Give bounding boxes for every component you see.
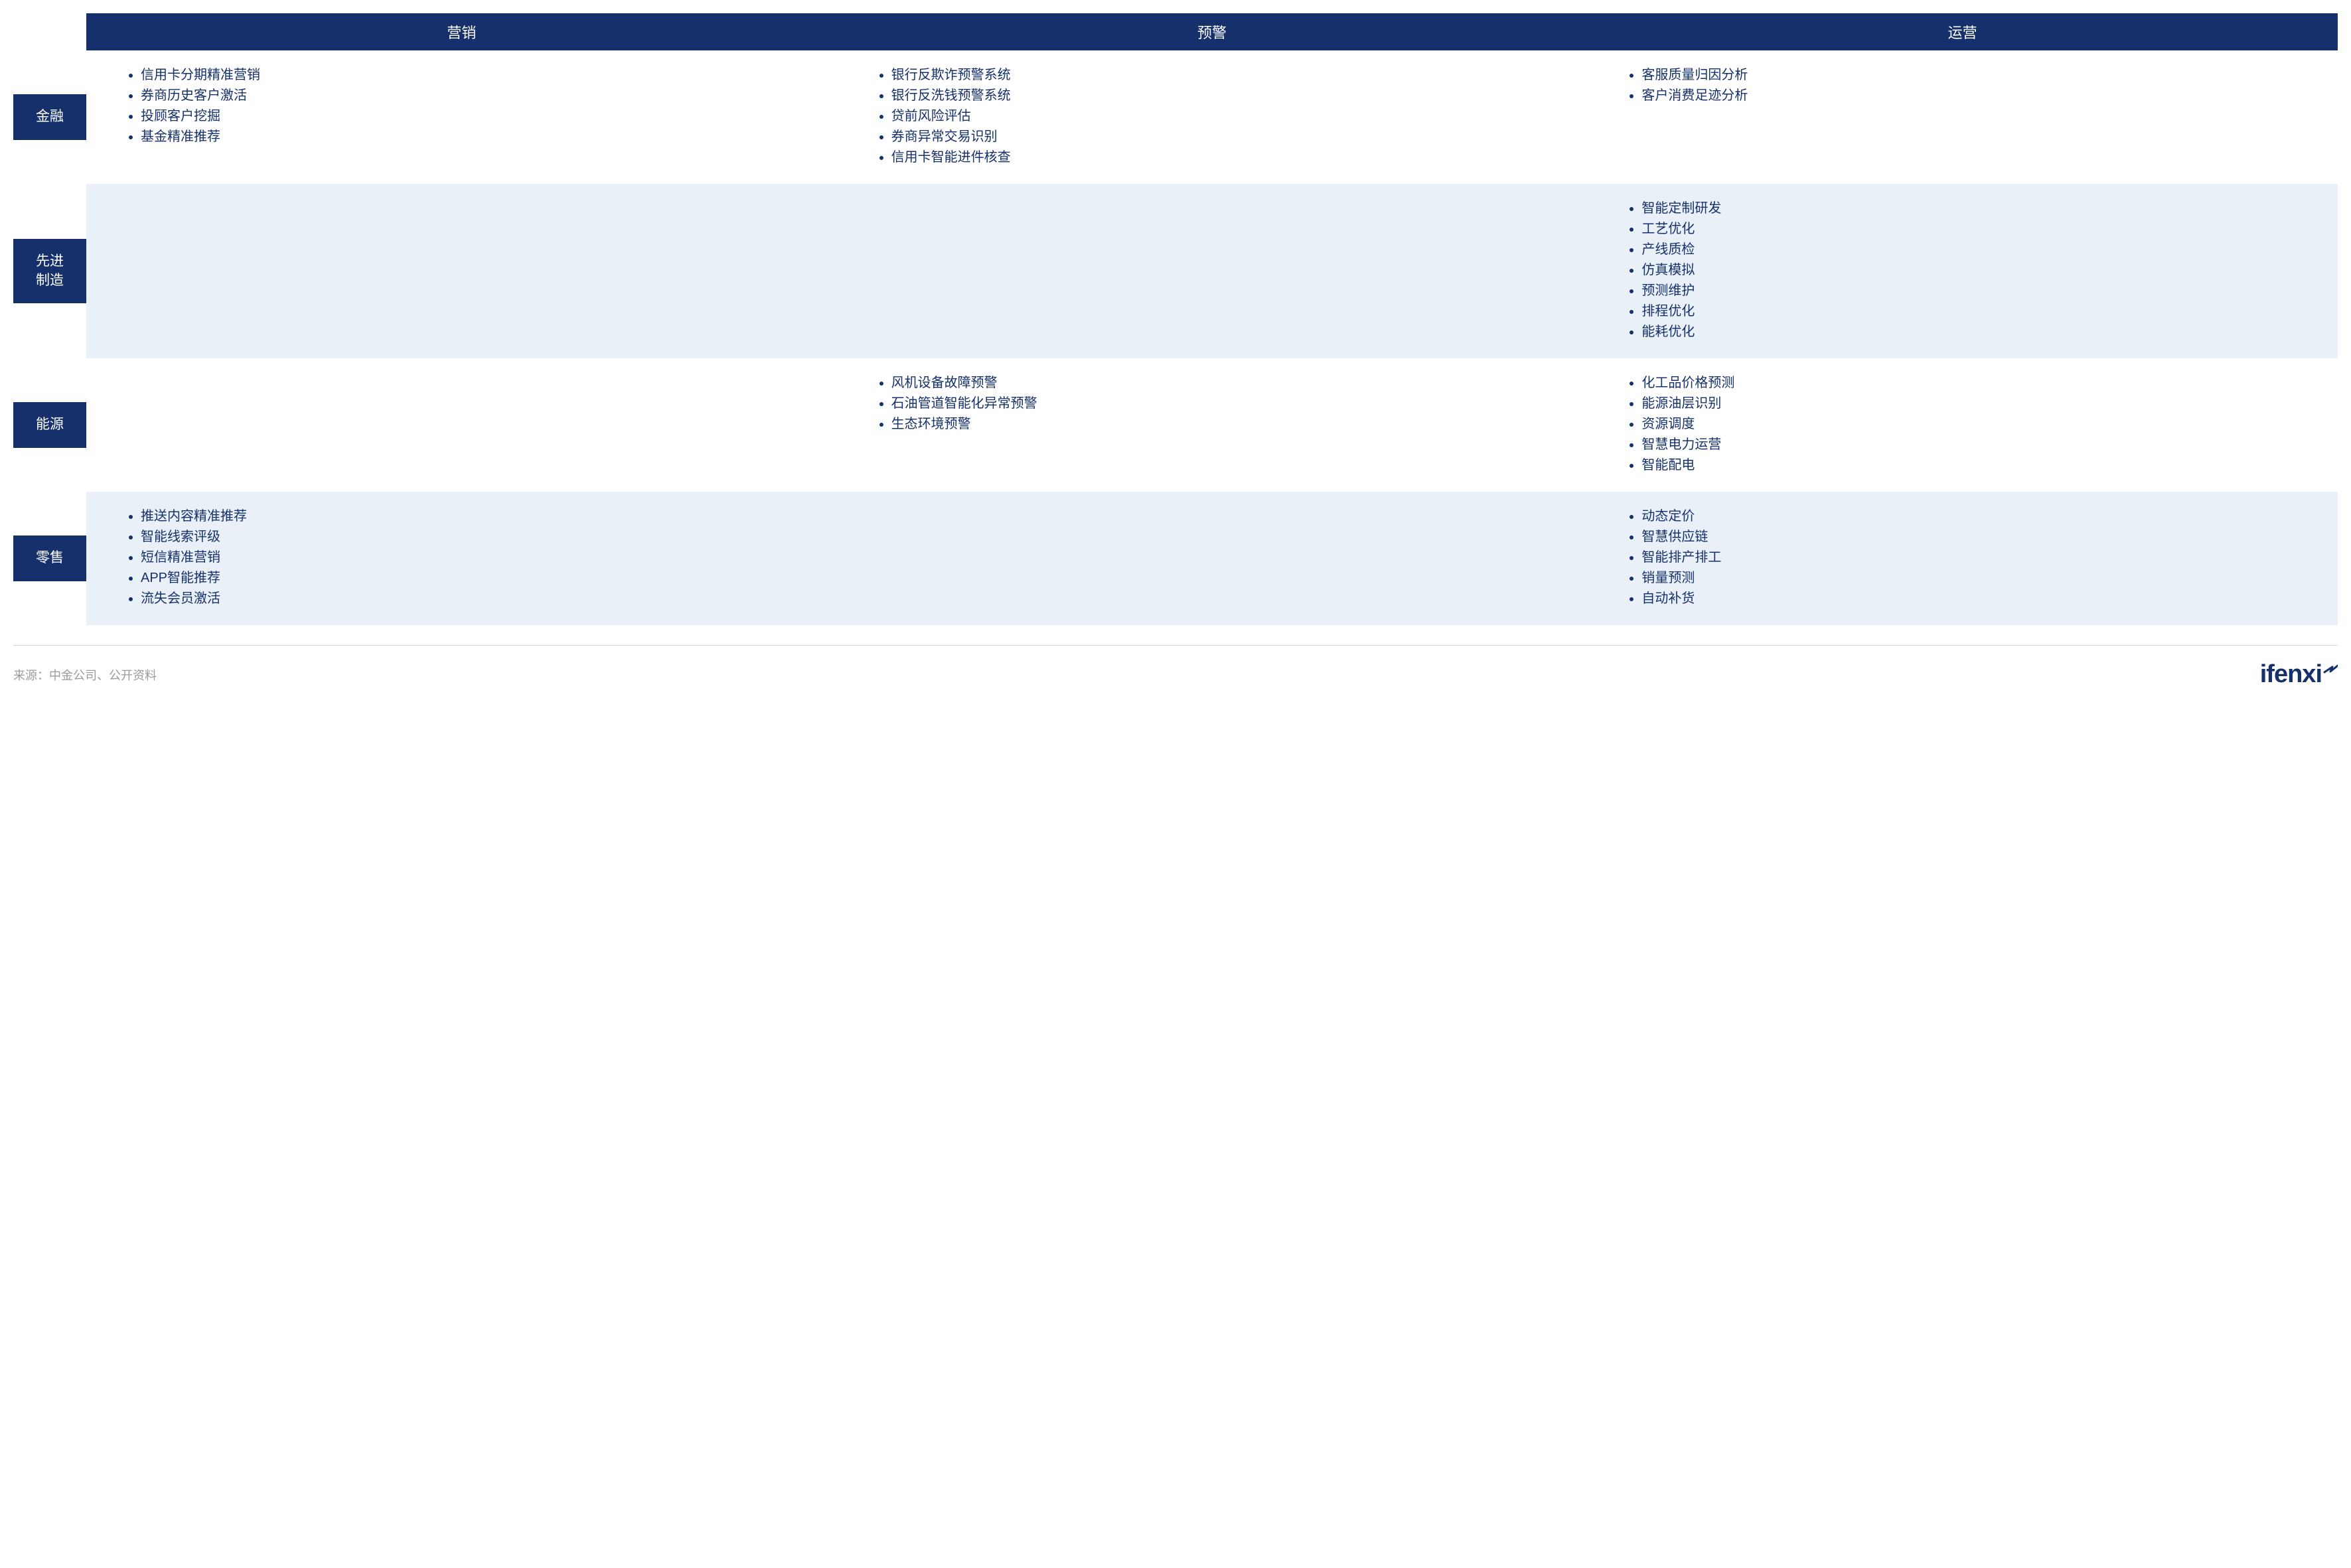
row-label: 金融 <box>13 94 86 139</box>
row-label-cell: 能源 <box>13 358 86 492</box>
list-item: 券商异常交易识别 <box>891 127 1581 147</box>
row-label: 能源 <box>13 402 86 447</box>
logo-text: ifenxi <box>2260 660 2322 689</box>
item-list: 化工品价格预测能源油层识别资源调度智慧电力运营智能配电 <box>1627 373 2331 476</box>
matrix-cell <box>837 504 1588 612</box>
col-header-operations: 运营 <box>1587 13 2338 50</box>
row-label: 先进制造 <box>13 239 86 303</box>
matrix-cell: 动态定价智慧供应链智能排产排工销量预测自动补货 <box>1587 504 2338 612</box>
table-row: 零售推送内容精准推荐智能线索评级短信精准营销APP智能推荐流失会员激活动态定价智… <box>13 492 2338 625</box>
col-header-alert: 预警 <box>837 13 1588 50</box>
list-item: 能耗优化 <box>1641 322 2331 342</box>
matrix-cell: 信用卡分期精准营销券商历史客户激活投顾客户挖掘基金精准推荐 <box>86 62 837 171</box>
list-item: 银行反欺诈预警系统 <box>891 65 1581 86</box>
list-item: 信用卡智能进件核查 <box>891 147 1581 168</box>
item-list: 智能定制研发工艺优化产线质检仿真模拟预测维护排程优化能耗优化 <box>1627 198 2331 342</box>
list-item: 动态定价 <box>1641 506 2331 527</box>
list-item: 智能配电 <box>1641 455 2331 476</box>
logo-arrow-icon <box>2323 664 2338 674</box>
table-row: 先进制造 智能定制研发工艺优化产线质检仿真模拟预测维护排程优化能耗优化 <box>13 184 2338 358</box>
list-item: 工艺优化 <box>1641 219 2331 240</box>
item-list: 银行反欺诈预警系统银行反洗钱预警系统贷前风险评估券商异常交易识别信用卡智能进件核… <box>877 65 1581 168</box>
list-item: 银行反洗钱预警系统 <box>891 86 1581 106</box>
list-item: 产线质检 <box>1641 240 2331 260</box>
list-item: 生态环境预警 <box>891 414 1581 435</box>
item-list: 推送内容精准推荐智能线索评级短信精准营销APP智能推荐流失会员激活 <box>126 506 830 609</box>
row-cells: 推送内容精准推荐智能线索评级短信精准营销APP智能推荐流失会员激活 动态定价智慧供… <box>86 492 2338 625</box>
matrix-cell <box>86 196 837 345</box>
matrix-cell <box>837 196 1588 345</box>
row-cells: 信用卡分期精准营销券商历史客户激活投顾客户挖掘基金精准推荐银行反欺诈预警系统银行… <box>86 50 2338 184</box>
list-item: 资源调度 <box>1641 414 2331 435</box>
list-item: 智能线索评级 <box>141 527 830 547</box>
row-label-cell: 金融 <box>13 50 86 184</box>
matrix-cell: 银行反欺诈预警系统银行反洗钱预警系统贷前风险评估券商异常交易识别信用卡智能进件核… <box>837 62 1588 171</box>
table-row: 金融信用卡分期精准营销券商历史客户激活投顾客户挖掘基金精准推荐银行反欺诈预警系统… <box>13 50 2338 184</box>
list-item: 投顾客户挖掘 <box>141 106 830 127</box>
row-cells: 智能定制研发工艺优化产线质检仿真模拟预测维护排程优化能耗优化 <box>86 184 2338 358</box>
list-item: 预测维护 <box>1641 281 2331 301</box>
row-label-cell: 先进制造 <box>13 184 86 358</box>
matrix-cell: 智能定制研发工艺优化产线质检仿真模拟预测维护排程优化能耗优化 <box>1587 196 2338 345</box>
list-item: 智慧供应链 <box>1641 527 2331 547</box>
list-item: 仿真模拟 <box>1641 260 2331 281</box>
use-case-matrix: 营销 预警 运营 金融信用卡分期精准营销券商历史客户激活投顾客户挖掘基金精准推荐… <box>13 13 2338 625</box>
matrix-cell <box>86 370 837 478</box>
matrix-cell: 风机设备故障预警石油管道智能化异常预警生态环境预警 <box>837 370 1588 478</box>
list-item: 排程优化 <box>1641 301 2331 322</box>
logo: ifenxi <box>2260 660 2338 689</box>
matrix-cell: 客服质量归因分析客户消费足迹分析 <box>1587 62 2338 171</box>
list-item: 信用卡分期精准营销 <box>141 65 830 86</box>
row-cells: 风机设备故障预警石油管道智能化异常预警生态环境预警化工品价格预测能源油层识别资源… <box>86 358 2338 492</box>
corner-spacer <box>13 13 86 50</box>
row-label-cell: 零售 <box>13 492 86 625</box>
list-item: 能源油层识别 <box>1641 393 2331 414</box>
list-item: 客服质量归因分析 <box>1641 65 2331 86</box>
table-row: 能源风机设备故障预警石油管道智能化异常预警生态环境预警化工品价格预测能源油层识别… <box>13 358 2338 492</box>
list-item: 销量预测 <box>1641 568 2331 589</box>
source-label: 来源：中金公司、公开资料 <box>13 666 157 683</box>
list-item: 客户消费足迹分析 <box>1641 86 2331 106</box>
list-item: 智慧电力运营 <box>1641 435 2331 455</box>
item-list: 动态定价智慧供应链智能排产排工销量预测自动补货 <box>1627 506 2331 609</box>
list-item: 智能定制研发 <box>1641 198 2331 219</box>
row-label: 零售 <box>13 535 86 581</box>
footer: 来源：中金公司、公开资料 ifenxi <box>13 645 2338 689</box>
rows-container: 金融信用卡分期精准营销券商历史客户激活投顾客户挖掘基金精准推荐银行反欺诈预警系统… <box>13 50 2338 625</box>
list-item: 券商历史客户激活 <box>141 86 830 106</box>
item-list: 风机设备故障预警石油管道智能化异常预警生态环境预警 <box>877 373 1581 435</box>
column-headers: 营销 预警 运营 <box>86 13 2338 50</box>
matrix-cell: 化工品价格预测能源油层识别资源调度智慧电力运营智能配电 <box>1587 370 2338 478</box>
list-item: 短信精准营销 <box>141 547 830 568</box>
matrix-cell: 推送内容精准推荐智能线索评级短信精准营销APP智能推荐流失会员激活 <box>86 504 837 612</box>
list-item: 风机设备故障预警 <box>891 373 1581 393</box>
list-item: 基金精准推荐 <box>141 127 830 147</box>
list-item: 流失会员激活 <box>141 589 830 609</box>
item-list: 客服质量归因分析客户消费足迹分析 <box>1627 65 2331 106</box>
list-item: APP智能推荐 <box>141 568 830 589</box>
col-header-marketing: 营销 <box>86 13 837 50</box>
list-item: 推送内容精准推荐 <box>141 506 830 527</box>
list-item: 化工品价格预测 <box>1641 373 2331 393</box>
list-item: 石油管道智能化异常预警 <box>891 393 1581 414</box>
item-list: 信用卡分期精准营销券商历史客户激活投顾客户挖掘基金精准推荐 <box>126 65 830 147</box>
list-item: 智能排产排工 <box>1641 547 2331 568</box>
list-item: 自动补货 <box>1641 589 2331 609</box>
list-item: 贷前风险评估 <box>891 106 1581 127</box>
